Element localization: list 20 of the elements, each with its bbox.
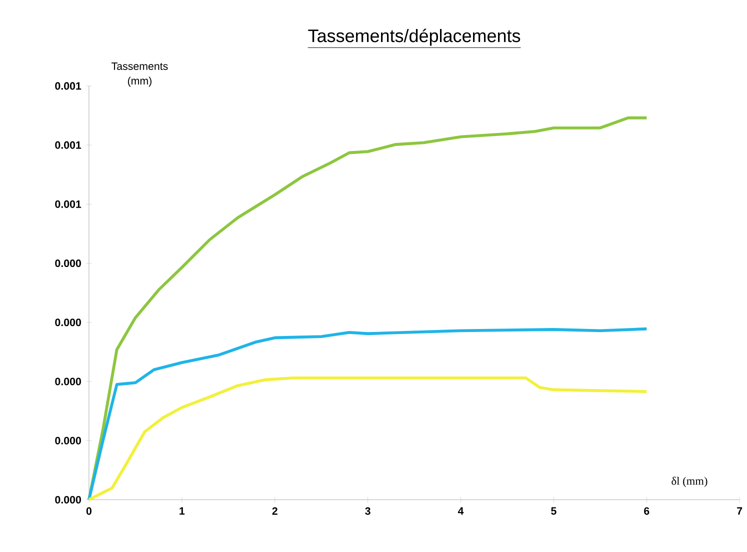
y-tick-label: 0.000 [55, 378, 81, 386]
x-tick-label: 2 [272, 507, 278, 515]
x-tick-label: 3 [365, 507, 370, 515]
y-tick-label: 0.001 [55, 82, 82, 90]
x-tick-label: 5 [551, 507, 556, 515]
x-tick-label: 6 [644, 507, 650, 515]
x-tick-label: 0 [86, 507, 92, 515]
x-tick-label: 1 [180, 507, 185, 515]
x-axis-title: δl (mm) [672, 476, 708, 488]
chart-title: Tassements/déplacements [308, 28, 520, 46]
y-axis-title: Tassements (mm) [112, 62, 168, 87]
x-tick-label: 4 [458, 507, 464, 515]
y-tick-label: 0.001 [55, 200, 82, 208]
x-tick-label: 7 [737, 507, 742, 515]
y-tick-label: 0.000 [55, 436, 81, 445]
y-tick-label: 0.000 [55, 318, 81, 326]
y-tick-label: 0.000 [55, 496, 81, 504]
y-tick-label: 0.000 [55, 260, 81, 268]
y-tick-label: 0.001 [55, 141, 82, 149]
line-series [87, 328, 648, 502]
